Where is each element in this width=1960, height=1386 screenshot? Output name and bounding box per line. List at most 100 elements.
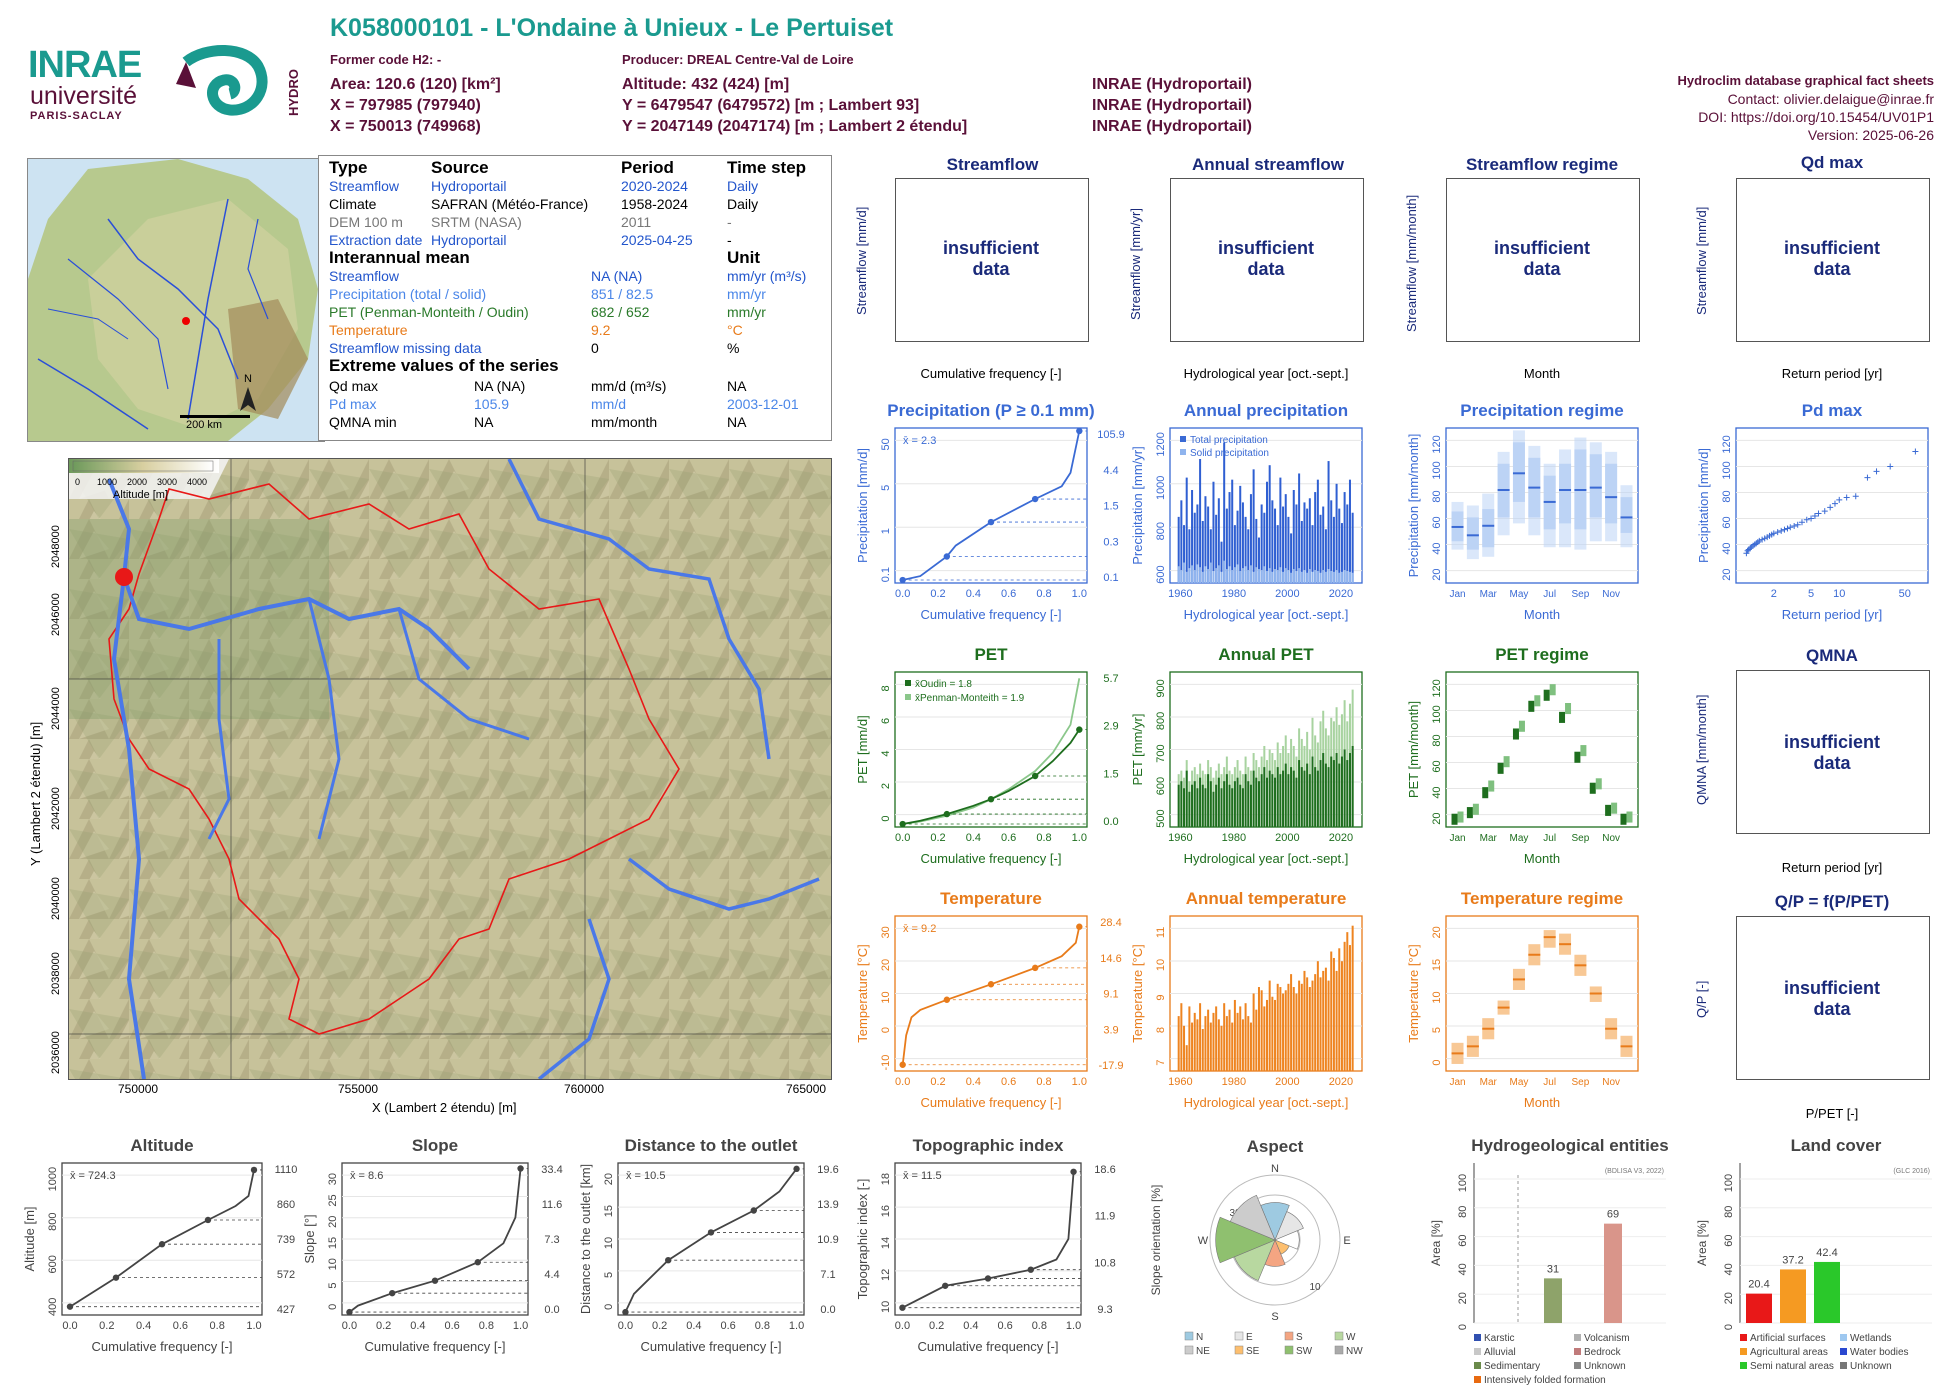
slope-ytick: 30 <box>327 1173 339 1185</box>
aspect-legend-swatch <box>1284 1345 1294 1355</box>
altitude-quantile-point <box>66 1303 74 1310</box>
topo-xtick: 0.2 <box>929 1320 944 1332</box>
annual_temp-bar <box>1268 980 1271 1071</box>
annual_precip-bar <box>1196 504 1199 583</box>
temp_regime-ytick: 15 <box>1431 959 1443 971</box>
precip_cdf-right-label: 0.1 <box>1103 572 1118 584</box>
pd_max-point <box>1912 448 1919 455</box>
extreme-unit: mm/month <box>591 414 658 430</box>
pet_cdf-legend-label: x̄Oudin = 1.8 <box>915 679 972 690</box>
pd_max-point <box>1827 504 1834 511</box>
landcover-legend-swatch <box>1840 1362 1847 1369</box>
pd_max-point <box>1781 526 1788 533</box>
annual_pet-bar <box>1193 781 1196 827</box>
annual_precip-legend-label: Solid precipitation <box>1190 448 1269 459</box>
aspect-legend-label: N <box>1196 1332 1203 1343</box>
annual_precip-bar <box>1351 572 1354 583</box>
annual_precip-bar <box>1346 570 1349 583</box>
landcover-bar <box>1780 1269 1806 1323</box>
distance-ytick: 20 <box>603 1173 615 1185</box>
extreme-date: NA <box>727 414 747 430</box>
slope-mean-label: x̄ = 8.6 <box>350 1170 383 1182</box>
landcover-bar-label: 20.4 <box>1748 1279 1769 1291</box>
annual_precip-bar <box>1228 492 1231 583</box>
streamflow-regime-title: Streamflow regime <box>1465 155 1619 174</box>
pet_regime-box-oudin <box>1543 689 1550 701</box>
temp_regime-ytick: 20 <box>1431 926 1443 938</box>
pd_max-xtick: 5 <box>1808 588 1814 600</box>
version: Version: 2025-06-26 <box>1807 127 1934 143</box>
streamflow-title: Streamflow <box>946 155 1039 174</box>
y-lambert2: Y = 2047149 (2047174) [m ; Lambert 2 éte… <box>622 118 968 135</box>
distance-quantile-point <box>793 1165 800 1173</box>
qd-max-title: Qd max <box>1800 153 1864 172</box>
temp_cdf-right-label: -17.9 <box>1098 1060 1123 1072</box>
precip_cdf-ytick: 1 <box>880 528 892 534</box>
annual_precip-bar <box>1233 525 1236 583</box>
aspect-legend-swatch <box>1234 1331 1244 1341</box>
altitude-legend-tick: 4000 <box>187 477 208 487</box>
slope-xtick: 0.8 <box>479 1320 494 1332</box>
aspect-ring <box>1209 1174 1341 1306</box>
topo-right-label: 10.8 <box>1094 1257 1115 1269</box>
aspect-legend-swatch <box>1334 1331 1344 1341</box>
distance-quantile-point <box>665 1256 672 1264</box>
altitude-ytick: 400 <box>47 1298 59 1316</box>
pd_max-point <box>1784 525 1791 532</box>
annual_pet-bar <box>1255 777 1258 827</box>
annual_precip-bar <box>1290 533 1293 583</box>
precip_regime-ytick: 120 <box>1431 435 1443 453</box>
distance-xtick: 0.4 <box>686 1320 701 1332</box>
altitude-ylabel: Altitude [m] <box>22 1206 37 1271</box>
contact[interactable]: Contact: olivier.delaigue@inrae.fr <box>1727 91 1934 107</box>
annual_pet-bar <box>1225 774 1228 827</box>
pd_max-point <box>1821 508 1828 515</box>
annual_temp-bar <box>1311 980 1314 1071</box>
annual_precip-bar <box>1241 502 1244 583</box>
annual_precip-bar <box>1266 570 1269 583</box>
slope-series <box>348 1168 522 1313</box>
annual_temp-bar <box>1276 983 1279 1071</box>
aspect-ring-label: 10 <box>1309 1282 1321 1293</box>
extreme-unit: mm/d (m³/s) <box>591 378 667 394</box>
pd_max-title: Pd max <box>1802 401 1863 420</box>
mean-value: 851 / 82.5 <box>591 286 654 302</box>
precip_regime-xtick: May <box>1510 589 1529 600</box>
annual_temp-bar <box>1207 1009 1210 1071</box>
annual_precip-bar <box>1180 569 1183 583</box>
annual_temp-bar <box>1231 1022 1234 1071</box>
annual_temp-bar <box>1209 1022 1212 1071</box>
topo-ytick: 10 <box>880 1301 892 1313</box>
streamflow-regime-xlabel: Month <box>1523 366 1561 381</box>
annual_temp-ytick: 10 <box>1155 959 1167 971</box>
col-type: Type <box>329 158 368 177</box>
former-code: Former code H2: - <box>330 52 442 67</box>
annual_pet-bar <box>1292 770 1295 827</box>
landcover-ytick: 60 <box>1723 1234 1735 1246</box>
hydrogeo-ylabel: Area [%] <box>1429 1220 1443 1266</box>
slope-quantile-point <box>346 1308 353 1316</box>
doi-link[interactable]: DOI: https://doi.org/10.15454/UV01P1 <box>1698 109 1934 125</box>
annual_temp-bar <box>1201 1029 1204 1071</box>
pd_max-point <box>1811 513 1818 520</box>
annual_precip-bar <box>1279 477 1282 583</box>
annual_pet-bar <box>1180 781 1183 827</box>
annual_precip-bar <box>1263 566 1266 583</box>
mean-value: 0 <box>591 340 599 356</box>
precip_cdf-xtick: 0.8 <box>1036 588 1051 600</box>
slope-ytick: 10 <box>327 1258 339 1270</box>
temp_regime-xtick: Mar <box>1480 1077 1498 1088</box>
slope-quantile-point <box>389 1289 396 1297</box>
annual_temp-bar <box>1292 987 1295 1071</box>
annual_pet-bar <box>1223 781 1226 827</box>
annual_pet-xlabel: Hydrological year [oct.-sept.] <box>1184 851 1349 866</box>
extreme-label: Qd max <box>329 378 379 394</box>
landcover-bar-label: 37.2 <box>1782 1254 1803 1266</box>
annual_precip-bar <box>1322 506 1325 583</box>
pd_max-point <box>1808 515 1815 522</box>
altitude-quantile-point <box>112 1274 120 1281</box>
pd_max-point <box>1815 510 1822 517</box>
annual_precip-bar <box>1193 569 1196 583</box>
pd_max-xtick: 50 <box>1899 588 1911 600</box>
landcover-legend-label: Artificial surfaces <box>1750 1333 1826 1344</box>
